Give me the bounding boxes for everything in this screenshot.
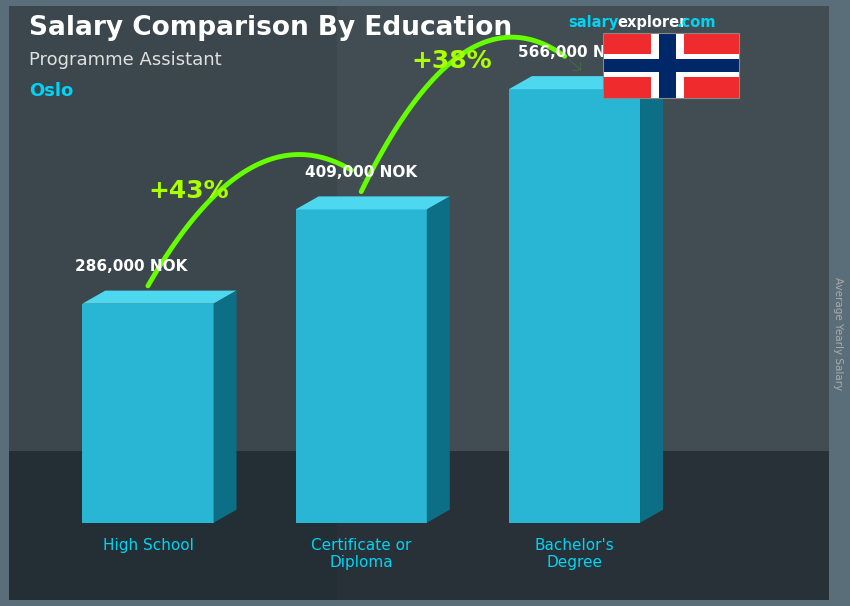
Text: 409,000 NOK: 409,000 NOK: [305, 165, 417, 180]
Text: Average Yearly Salary: Average Yearly Salary: [833, 277, 843, 390]
Polygon shape: [296, 196, 450, 210]
Text: 286,000 NOK: 286,000 NOK: [76, 259, 188, 274]
Polygon shape: [604, 54, 739, 77]
Text: +38%: +38%: [411, 49, 492, 73]
Polygon shape: [82, 304, 213, 523]
Polygon shape: [509, 76, 663, 89]
Text: salary: salary: [568, 15, 618, 30]
Polygon shape: [427, 196, 450, 523]
Polygon shape: [8, 6, 829, 600]
Text: +43%: +43%: [149, 179, 230, 203]
Text: Certificate or
Diploma: Certificate or Diploma: [311, 538, 411, 570]
Polygon shape: [296, 210, 427, 523]
Polygon shape: [640, 76, 663, 523]
Polygon shape: [509, 89, 640, 523]
Polygon shape: [604, 59, 739, 72]
Text: 566,000 NOK: 566,000 NOK: [518, 44, 631, 59]
Polygon shape: [213, 291, 236, 523]
Polygon shape: [604, 33, 739, 98]
Text: .com: .com: [677, 15, 716, 30]
Polygon shape: [650, 33, 684, 98]
Text: High School: High School: [103, 538, 194, 553]
Polygon shape: [8, 6, 829, 600]
Text: Programme Assistant: Programme Assistant: [29, 51, 222, 68]
Polygon shape: [82, 291, 236, 304]
Text: explorer: explorer: [617, 15, 687, 30]
Text: Salary Comparison By Education: Salary Comparison By Education: [29, 15, 513, 41]
Polygon shape: [659, 33, 677, 98]
Text: Bachelor's
Degree: Bachelor's Degree: [535, 538, 615, 570]
Text: Oslo: Oslo: [29, 82, 73, 100]
Polygon shape: [8, 6, 337, 600]
Polygon shape: [8, 451, 829, 600]
